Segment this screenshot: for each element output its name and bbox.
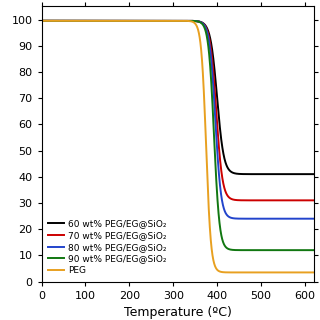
70 wt% PEG/EG@SiO₂ bbox=[149, 19, 153, 23]
Line: 80 wt% PEG/EG@SiO₂: 80 wt% PEG/EG@SiO₂ bbox=[42, 21, 320, 219]
70 wt% PEG/EG@SiO₂ bbox=[72, 19, 76, 23]
Line: 60 wt% PEG/EG@SiO₂: 60 wt% PEG/EG@SiO₂ bbox=[42, 21, 320, 174]
60 wt% PEG/EG@SiO₂ bbox=[149, 19, 153, 23]
PEG bbox=[161, 19, 165, 23]
70 wt% PEG/EG@SiO₂ bbox=[289, 198, 292, 202]
90 wt% PEG/EG@SiO₂ bbox=[161, 19, 165, 23]
60 wt% PEG/EG@SiO₂ bbox=[72, 19, 76, 23]
PEG bbox=[149, 19, 153, 23]
90 wt% PEG/EG@SiO₂ bbox=[289, 248, 292, 252]
80 wt% PEG/EG@SiO₂ bbox=[289, 217, 292, 220]
70 wt% PEG/EG@SiO₂ bbox=[319, 198, 320, 202]
90 wt% PEG/EG@SiO₂ bbox=[89, 19, 93, 23]
X-axis label: Temperature (ºC): Temperature (ºC) bbox=[124, 306, 232, 319]
90 wt% PEG/EG@SiO₂ bbox=[319, 248, 320, 252]
Line: PEG: PEG bbox=[42, 21, 320, 272]
Line: 90 wt% PEG/EG@SiO₂: 90 wt% PEG/EG@SiO₂ bbox=[42, 21, 320, 250]
90 wt% PEG/EG@SiO₂ bbox=[40, 19, 44, 23]
60 wt% PEG/EG@SiO₂ bbox=[40, 19, 44, 23]
PEG bbox=[289, 270, 292, 274]
PEG bbox=[40, 19, 44, 23]
60 wt% PEG/EG@SiO₂ bbox=[161, 19, 165, 23]
60 wt% PEG/EG@SiO₂ bbox=[319, 172, 320, 176]
80 wt% PEG/EG@SiO₂ bbox=[89, 19, 93, 23]
70 wt% PEG/EG@SiO₂ bbox=[161, 19, 165, 23]
PEG bbox=[89, 19, 93, 23]
Line: 70 wt% PEG/EG@SiO₂: 70 wt% PEG/EG@SiO₂ bbox=[42, 21, 320, 200]
90 wt% PEG/EG@SiO₂ bbox=[319, 248, 320, 252]
80 wt% PEG/EG@SiO₂ bbox=[149, 19, 153, 23]
70 wt% PEG/EG@SiO₂ bbox=[89, 19, 93, 23]
80 wt% PEG/EG@SiO₂ bbox=[72, 19, 76, 23]
60 wt% PEG/EG@SiO₂ bbox=[289, 172, 292, 176]
80 wt% PEG/EG@SiO₂ bbox=[319, 217, 320, 220]
PEG bbox=[319, 270, 320, 274]
PEG bbox=[303, 270, 307, 274]
80 wt% PEG/EG@SiO₂ bbox=[40, 19, 44, 23]
60 wt% PEG/EG@SiO₂ bbox=[89, 19, 93, 23]
90 wt% PEG/EG@SiO₂ bbox=[72, 19, 76, 23]
Legend: 60 wt% PEG/EG@SiO₂, 70 wt% PEG/EG@SiO₂, 80 wt% PEG/EG@SiO₂, 90 wt% PEG/EG@SiO₂, : 60 wt% PEG/EG@SiO₂, 70 wt% PEG/EG@SiO₂, … bbox=[46, 218, 168, 277]
90 wt% PEG/EG@SiO₂ bbox=[149, 19, 153, 23]
PEG bbox=[72, 19, 76, 23]
80 wt% PEG/EG@SiO₂ bbox=[161, 19, 165, 23]
70 wt% PEG/EG@SiO₂ bbox=[40, 19, 44, 23]
